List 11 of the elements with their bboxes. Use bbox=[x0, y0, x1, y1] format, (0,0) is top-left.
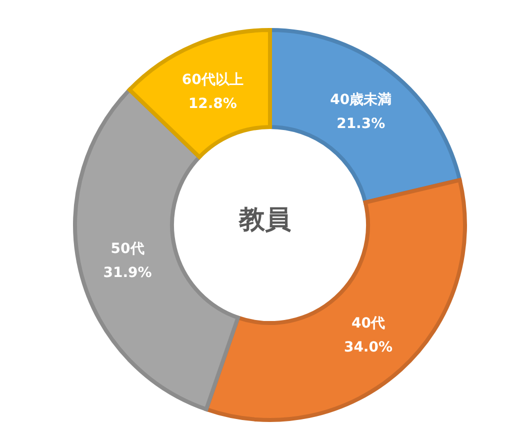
text: 教員 bbox=[238, 205, 291, 235]
donut-slice bbox=[73, 88, 240, 412]
donut-slice bbox=[128, 28, 272, 160]
data-label: 12.8% bbox=[188, 96, 237, 112]
data-label: 31.9% bbox=[103, 265, 152, 282]
slice-label: 60代以上 bbox=[182, 72, 244, 88]
data-label: 34.0% bbox=[344, 340, 393, 356]
slice-label: 40歳未満 bbox=[330, 92, 392, 108]
data-label: 21.3% bbox=[336, 116, 386, 132]
slice-label: 50代 bbox=[110, 241, 144, 258]
slice-label: 40代 bbox=[352, 316, 385, 332]
